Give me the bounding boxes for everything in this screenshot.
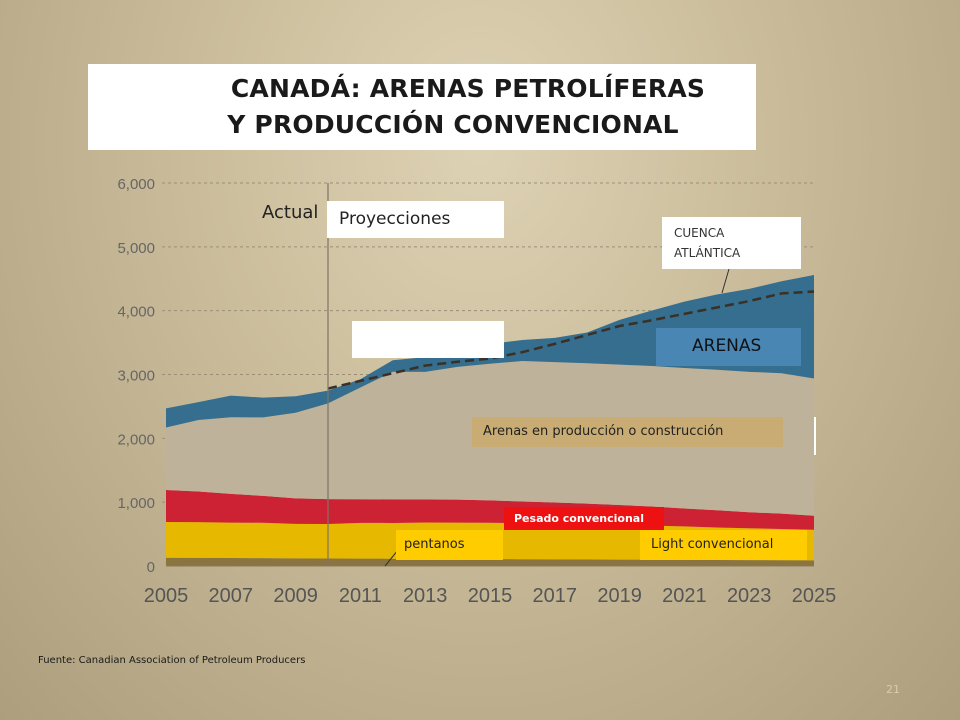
proyecciones-text: Proyecciones: [339, 209, 451, 229]
x-tick-label: 2007: [209, 585, 254, 607]
pentanos-label: pentanos: [396, 530, 503, 560]
cuenca-atlantica-label: CUENCA ATLÁNTICA: [662, 217, 801, 269]
light-convencional-label: Light convencional: [640, 530, 807, 560]
arenas-produccion-text: Arenas en producción o construcción: [483, 424, 724, 439]
x-tick-label: 2013: [403, 585, 448, 607]
y-tick-label: 3,000: [117, 368, 155, 385]
forecast-dashed-line: [327, 290, 815, 390]
y-tick-label: 2,000: [117, 431, 155, 448]
y-tick-label: 4,000: [117, 304, 155, 321]
slide-number: 21: [886, 683, 900, 696]
pesado-label: Pesado convencional: [504, 507, 664, 530]
y-tick-label: 1,000: [117, 495, 155, 512]
arenas-produccion-label: Arenas en producción o construcción: [472, 417, 783, 447]
cuenca-pointer-line: [721, 268, 730, 294]
cuenca-line-1: CUENCA: [674, 226, 725, 240]
x-tick-label: 2015: [468, 585, 513, 607]
x-tick-label: 2011: [339, 585, 382, 607]
light-convencional-text: Light convencional: [651, 537, 774, 552]
x-tick-label: 2005: [144, 585, 189, 607]
source-note: Fuente: Canadian Association of Petroleu…: [38, 655, 306, 666]
title-line-1: CANADÁ: ARENAS PETROLÍFERAS: [230, 74, 706, 103]
pentanos-pointer-line: [384, 549, 399, 567]
arenas-label: ARENAS: [656, 328, 801, 366]
y-tick-label: 6,000: [117, 176, 155, 193]
cuenca-line-2: ATLÁNTICA: [674, 246, 741, 260]
arenas-text: ARENAS: [692, 336, 762, 356]
x-tick-label: 2019: [597, 585, 642, 607]
x-tick-label: 2009: [273, 585, 318, 607]
x-tick-label: 2017: [533, 585, 578, 607]
x-tick-label: 2021: [662, 585, 707, 607]
pesado-text: Pesado convencional: [514, 512, 644, 525]
y-tick-label: 0: [147, 559, 155, 576]
title-box: CANADÁ: ARENAS PETROLÍFERAS Y PRODUCCIÓN…: [88, 64, 756, 150]
proyecciones-label: Proyecciones: [327, 201, 504, 238]
title-line-2: Y PRODUCCIÓN CONVENCIONAL: [227, 110, 679, 139]
y-tick-label: 5,000: [117, 240, 155, 257]
x-tick-label: 2025: [792, 585, 837, 607]
blank-white-box: [352, 321, 504, 358]
actual-label: Actual: [262, 202, 319, 223]
x-tick-label: 2023: [727, 585, 772, 607]
pentanos-text: pentanos: [404, 537, 465, 552]
